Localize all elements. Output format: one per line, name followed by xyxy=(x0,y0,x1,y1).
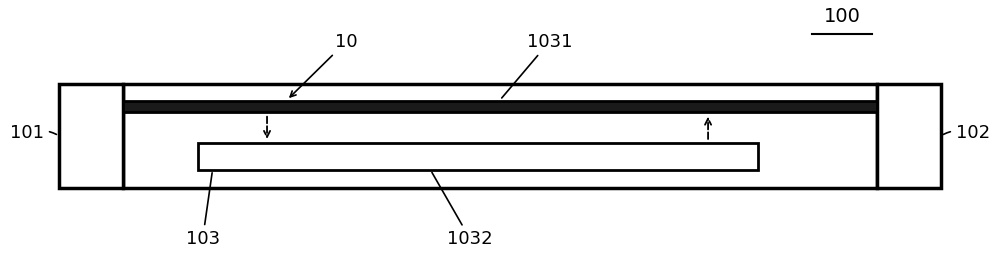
Bar xyxy=(123,84,877,188)
Bar xyxy=(198,143,758,170)
Text: 1032: 1032 xyxy=(432,173,493,248)
Text: 102: 102 xyxy=(943,124,990,142)
Text: 101: 101 xyxy=(10,124,56,142)
Text: 103: 103 xyxy=(186,173,220,248)
Text: 10: 10 xyxy=(290,33,358,97)
Bar xyxy=(877,84,941,188)
Text: 1031: 1031 xyxy=(502,33,572,98)
Bar xyxy=(123,101,877,112)
Text: 100: 100 xyxy=(823,7,860,26)
Bar xyxy=(59,84,123,188)
